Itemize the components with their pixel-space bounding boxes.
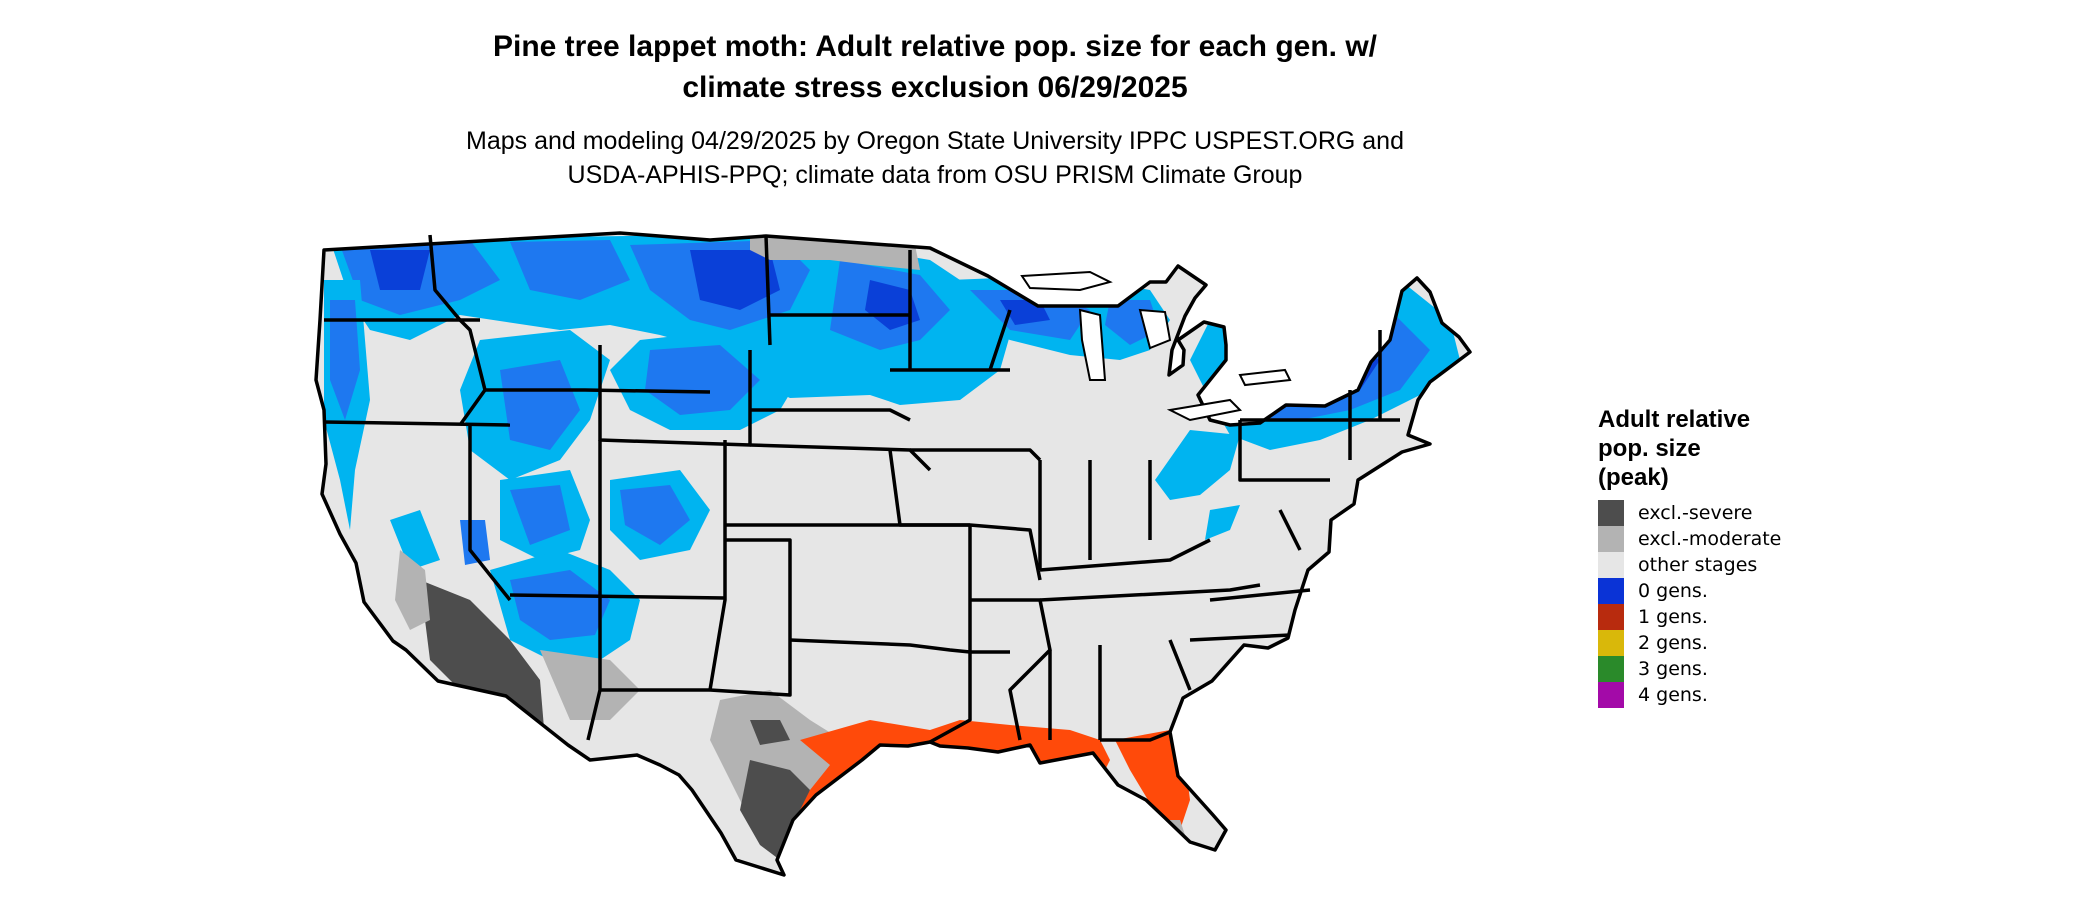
legend-label: other stages <box>1638 554 1758 576</box>
subtitle-line-1: Maps and modeling 04/29/2025 by Oregon S… <box>466 127 1404 155</box>
legend-swatch <box>1598 604 1624 630</box>
legend-title: Adult relative pop. size (peak) <box>1598 405 1781 492</box>
zone-orange-gulf <box>795 720 1110 840</box>
legend-label: 2 gens. <box>1638 632 1708 654</box>
us-map <box>314 231 1472 877</box>
legend-title-line-2: pop. size <box>1598 435 1701 462</box>
legend-label: 1 gens. <box>1638 606 1708 628</box>
legend-item: 3 gens. <box>1598 656 1781 682</box>
zone-orange-florida <box>1115 730 1190 830</box>
map-subtitle: Maps and modeling 04/29/2025 by Oregon S… <box>0 124 1870 192</box>
legend-item: excl.-moderate <box>1598 526 1781 552</box>
legend-swatch <box>1598 500 1624 526</box>
zone-mid-blue-plains <box>645 345 760 415</box>
legend-item: 4 gens. <box>1598 682 1781 708</box>
state-borders <box>314 231 1472 877</box>
zone-mid-blue-southwest <box>510 485 690 640</box>
map-fill <box>316 233 1470 875</box>
legend-title-line-3: (peak) <box>1598 464 1669 491</box>
legend-item: 1 gens. <box>1598 604 1781 630</box>
map-title: Pine tree lappet moth: Adult relative po… <box>0 26 1870 108</box>
legend-label: excl.-severe <box>1638 502 1753 524</box>
legend-swatch <box>1598 578 1624 604</box>
legend-items: excl.-severe excl.-moderate other stages… <box>1598 500 1781 708</box>
legend-item: other stages <box>1598 552 1781 578</box>
legend-swatch <box>1598 526 1624 552</box>
legend-item: 2 gens. <box>1598 630 1781 656</box>
legend-label: 3 gens. <box>1638 658 1708 680</box>
legend-label: 0 gens. <box>1638 580 1708 602</box>
legend-swatch <box>1598 656 1624 682</box>
zone-dark-blue-north <box>370 250 920 330</box>
legend-swatch <box>1598 630 1624 656</box>
great-lakes <box>1020 270 1292 422</box>
legend-item: excl.-severe <box>1598 500 1781 526</box>
zone-mid-blue-north <box>340 240 950 350</box>
legend-label: 4 gens. <box>1638 684 1708 706</box>
legend-title-line-1: Adult relative <box>1598 406 1751 433</box>
legend-item: 0 gens. <box>1598 578 1781 604</box>
legend-label: excl.-moderate <box>1638 528 1782 550</box>
legend-swatch <box>1598 682 1624 708</box>
zone-mid-blue-west <box>330 300 580 565</box>
subtitle-line-2: USDA-APHIS-PPQ; climate data from OSU PR… <box>567 161 1303 189</box>
title-line-1: Pine tree lappet moth: Adult relative po… <box>492 30 1378 63</box>
title-line-2: climate stress exclusion 06/29/2025 <box>682 71 1188 104</box>
zone-light-blue-appalachian <box>1155 430 1240 540</box>
zone-light-gray-southwest <box>395 550 640 720</box>
legend-swatch <box>1598 552 1624 578</box>
legend: Adult relative pop. size (peak) excl.-se… <box>1598 405 1781 708</box>
